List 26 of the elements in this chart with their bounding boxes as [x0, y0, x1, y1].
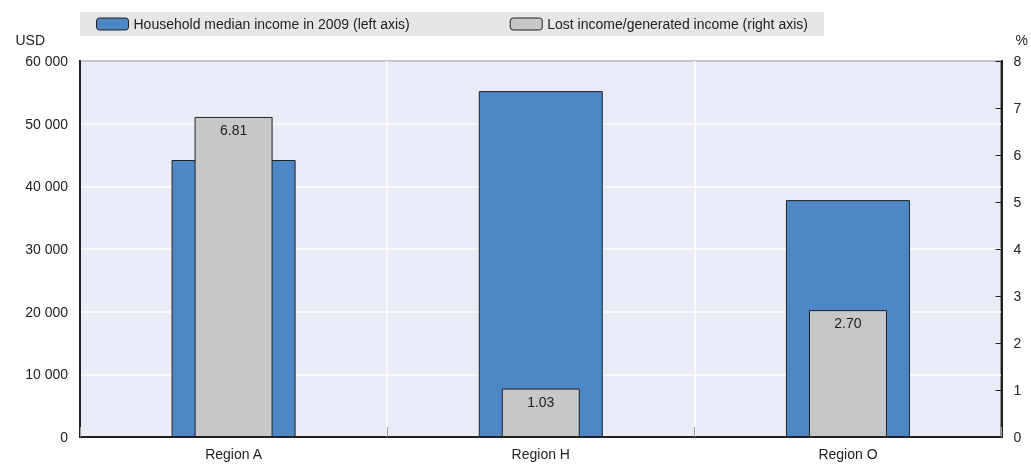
y-tick-label: 20 000 — [25, 303, 69, 320]
y2-tick-label: 5 — [1013, 194, 1022, 210]
y-tick-label: 0 — [60, 429, 69, 445]
data-label: 2.70 — [834, 315, 862, 332]
y2-tick-label: 1 — [1013, 382, 1022, 398]
legend-label: Lost income/generated income (right axis) — [547, 16, 808, 32]
data-label: 1.03 — [527, 393, 555, 410]
legend-label: Household median income in 2009 (left axis) — [133, 16, 410, 32]
y2-tick-label: 0 — [1013, 429, 1022, 445]
y-tick-label: 60 000 — [25, 53, 69, 69]
y2-tick-label: 3 — [1013, 288, 1022, 304]
x-tick-label: Region H — [511, 446, 570, 462]
x-tick-label: Region O — [818, 446, 878, 462]
x-tick-label: Region A — [205, 446, 263, 462]
y-tick-label: 30 000 — [25, 241, 69, 257]
y2-tick-label: 8 — [1013, 53, 1022, 69]
y2-tick-label: 4 — [1013, 241, 1022, 257]
y2-tick-label: 6 — [1013, 147, 1022, 163]
y-tick-label: 10 000 — [25, 366, 69, 383]
y2-tick-label: 2 — [1013, 335, 1022, 351]
y2-tick-label: 7 — [1013, 100, 1022, 116]
y-tick-label: 40 000 — [25, 178, 69, 195]
y-axis-title: USD — [15, 32, 45, 48]
data-label: 6.81 — [219, 121, 248, 138]
y2-axis-title: % — [1015, 32, 1028, 48]
y-tick-label: 50 000 — [25, 115, 69, 132]
